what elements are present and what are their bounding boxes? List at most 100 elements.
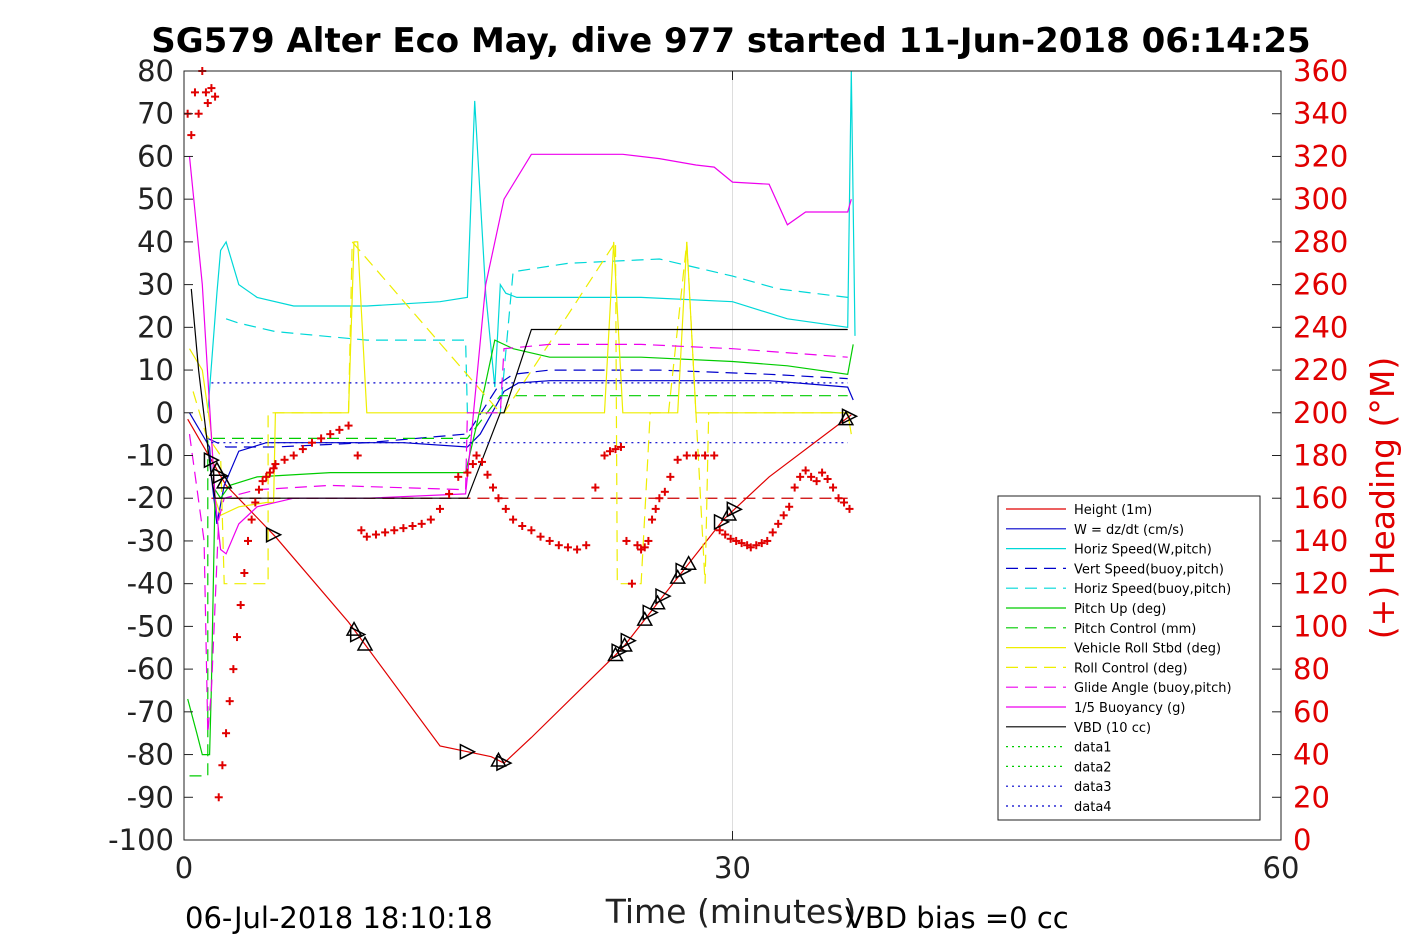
triangle-marker (841, 408, 859, 425)
series-line-vert-speed-buoy-pitch (207, 369, 848, 448)
heading-point (752, 541, 761, 550)
y-tick-label: 0 (156, 396, 174, 430)
heading-point (307, 438, 316, 447)
series-line-horiz-speed-w-pitch (207, 70, 856, 413)
heading-point (501, 504, 510, 513)
y2-tick-label: 40 (1293, 738, 1330, 772)
heading-point (573, 545, 582, 554)
heading-point (222, 729, 231, 738)
heading-point (426, 515, 435, 524)
heading-point (478, 457, 487, 466)
triangle-marker (459, 743, 477, 760)
y2-tick-label: 140 (1293, 524, 1348, 558)
x-tick-label: 0 (175, 851, 193, 885)
heading-point (509, 515, 518, 524)
triangle-marker (356, 635, 374, 651)
heading-point (807, 472, 816, 481)
y-tick-label: 40 (137, 225, 174, 259)
heading-point (214, 793, 223, 802)
series-line-vbd-10-cc (190, 288, 848, 499)
heading-point (335, 425, 344, 434)
heading-point (715, 526, 724, 535)
heading-point (218, 761, 227, 770)
series-line-1-5-buoyancy-g (188, 153, 852, 555)
y-tick-label: -70 (127, 695, 174, 729)
y-tick-label: 70 (137, 97, 174, 131)
x-axis-label: Time (minutes) (605, 892, 857, 931)
triangle-marker (490, 751, 507, 767)
heading-point (190, 88, 199, 97)
heading-point (483, 470, 492, 479)
heading-point (488, 483, 497, 492)
y-tick-label: -20 (127, 481, 174, 515)
y-tick-label: -50 (127, 609, 174, 643)
y-tick-label: 80 (137, 54, 174, 88)
heading-point (468, 460, 477, 469)
heading-point (651, 504, 660, 513)
heading-point (845, 504, 854, 513)
heading-point (326, 430, 335, 439)
triangle-marker (215, 473, 233, 489)
heading-point (616, 442, 625, 451)
legend-label-w-dz-dt-cm-s: W = dz/dt (cm/s) (1074, 523, 1184, 538)
heading-point (472, 451, 481, 460)
heading-point (644, 536, 653, 545)
heading-point (790, 483, 799, 492)
heading-point (417, 519, 426, 528)
heading-point (757, 539, 766, 548)
y2-tick-label: 0 (1293, 823, 1311, 857)
heading-point (785, 502, 794, 511)
y2-tick-label: 260 (1293, 268, 1348, 302)
heading-point (435, 504, 444, 513)
triangle-marker (713, 513, 731, 531)
triangle-marker (655, 587, 672, 605)
y2-tick-label: 240 (1293, 310, 1348, 344)
heading-point (701, 451, 710, 460)
footer-vbd-bias: VBD bias =0 cc (845, 901, 1069, 935)
legend-label-height-1m: Height (1m) (1074, 503, 1152, 518)
heading-point (265, 468, 274, 477)
heading-point (582, 541, 591, 550)
series-line-glide-angle-buoy-pitch (188, 343, 848, 734)
legend-label-vbd-10-cc: VBD (10 cc) (1074, 721, 1151, 736)
triangle-marker (203, 451, 221, 469)
x-tick-label: 30 (714, 851, 751, 885)
legend-label-roll-control-deg: Roll Control (deg) (1074, 661, 1188, 676)
heading-point (673, 455, 682, 464)
series-line-height-1m (187, 414, 852, 764)
heading-point (298, 445, 307, 454)
y2-tick-label: 180 (1293, 439, 1348, 473)
legend-label-horiz-speed-buoy-pitch: Horiz Speed(buoy,pitch) (1074, 582, 1231, 597)
heading-point (812, 477, 821, 486)
triangle-marker (496, 754, 513, 772)
heading-point (445, 489, 454, 498)
y2-axis-label: (+) Heading (°M) (1363, 357, 1402, 639)
legend-label-data2: data2 (1074, 760, 1112, 775)
heading-point (247, 515, 256, 524)
heading-point (494, 494, 503, 503)
y-tick-label: -100 (108, 823, 174, 857)
triangle-marker (680, 555, 697, 570)
heading-point (399, 524, 408, 533)
series-line-w-dz-dt-cm-s (188, 380, 854, 525)
y2-tick-label: 320 (1293, 139, 1348, 173)
y-tick-label: 50 (137, 182, 174, 216)
series-line-roll-control-deg (192, 239, 848, 585)
heading-point (633, 541, 642, 550)
heading-point (591, 483, 600, 492)
heading-point (768, 528, 777, 537)
heading-point (829, 483, 838, 492)
heading-point (251, 498, 260, 507)
legend-label-data1: data1 (1074, 741, 1112, 756)
heading-point (737, 539, 746, 548)
y-tick-label: 30 (137, 268, 174, 302)
heading-point (408, 521, 417, 530)
heading-point (732, 536, 741, 545)
heading-point (840, 498, 849, 507)
heading-point (648, 515, 657, 524)
heading-point (225, 697, 234, 706)
series-line-pitch-control-mm (189, 395, 848, 777)
heading-point (317, 434, 326, 443)
heading-point (289, 451, 298, 460)
heading-point (640, 543, 649, 552)
